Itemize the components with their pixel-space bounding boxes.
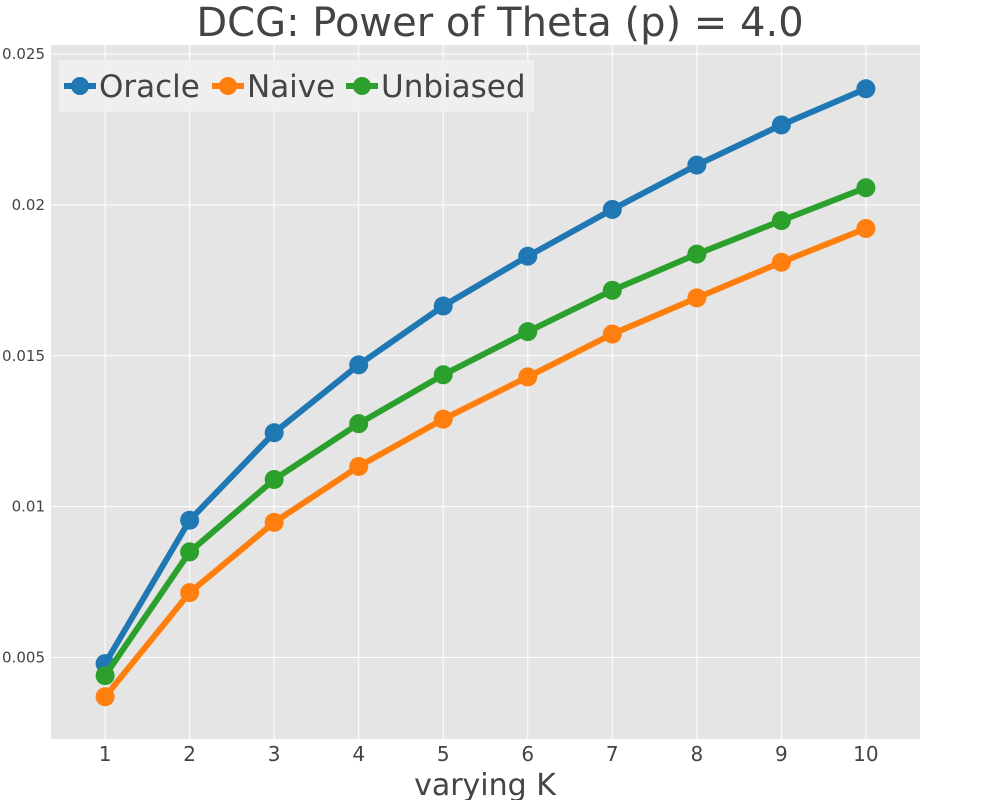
x-tick-label: 7 (606, 742, 619, 766)
data-point-naive[interactable] (95, 687, 115, 707)
x-axis-ticks: 1 2 3 4 5 6 7 8 9 10 (99, 742, 879, 766)
data-point-naive[interactable] (602, 324, 622, 344)
data-point-naive[interactable] (180, 583, 200, 603)
x-tick-label: 9 (775, 742, 788, 766)
data-point-naive[interactable] (433, 409, 453, 429)
data-point-unbiased[interactable] (180, 542, 200, 562)
legend-item-oracle[interactable]: Oracle (64, 69, 200, 105)
data-point-naive[interactable] (518, 367, 538, 387)
data-point-naive[interactable] (687, 288, 707, 308)
x-tick-label: 3 (268, 742, 281, 766)
legend[interactable]: Oracle Naive Unbiased (59, 60, 534, 112)
data-point-oracle[interactable] (687, 155, 707, 175)
series-unbiased (95, 178, 876, 686)
data-point-oracle[interactable] (264, 423, 284, 443)
data-point-unbiased[interactable] (349, 414, 369, 434)
y-tick-label: 0.02 (12, 196, 45, 214)
series-line-unbiased (102, 184, 867, 678)
y-tick-label: 0.015 (2, 347, 45, 365)
plot-background (51, 45, 920, 739)
y-axis-ticks: 0.005 0.01 0.015 0.02 0.025 (2, 45, 45, 666)
legend-label-naive: Naive (247, 69, 335, 105)
data-point-naive[interactable] (264, 512, 284, 532)
legend-swatch-marker-oracle (71, 77, 89, 95)
legend-box (59, 60, 534, 112)
x-tick-label: 5 (437, 742, 450, 766)
data-point-unbiased[interactable] (771, 211, 791, 231)
data-point-unbiased[interactable] (687, 244, 707, 264)
data-point-unbiased[interactable] (602, 280, 622, 300)
data-point-unbiased[interactable] (856, 178, 876, 198)
y-tick-label: 0.01 (12, 498, 45, 516)
series-naive (95, 218, 876, 707)
x-axis-label: varying K (414, 768, 557, 800)
data-point-unbiased[interactable] (264, 470, 284, 490)
x-tick-label: 10 (853, 742, 878, 766)
series-line-naive (102, 225, 868, 699)
data-point-oracle[interactable] (856, 79, 876, 99)
x-tick-label: 2 (183, 742, 196, 766)
data-point-oracle[interactable] (771, 115, 791, 135)
data-point-unbiased[interactable] (518, 322, 538, 342)
legend-item-naive[interactable]: Naive (212, 69, 335, 105)
y-tick-label: 0.025 (2, 45, 45, 63)
data-point-unbiased[interactable] (433, 365, 453, 385)
data-point-naive[interactable] (349, 457, 369, 477)
y-tick-label: 0.005 (2, 649, 45, 667)
legend-label-oracle: Oracle (99, 69, 200, 105)
x-tick-label: 6 (521, 742, 534, 766)
legend-label-unbiased: Unbiased (381, 69, 526, 105)
data-point-oracle[interactable] (349, 355, 369, 375)
series-layer (95, 79, 876, 707)
data-point-oracle[interactable] (180, 510, 200, 530)
data-point-unbiased[interactable] (95, 666, 115, 686)
series-line-oracle (102, 85, 868, 666)
data-point-oracle[interactable] (518, 246, 538, 266)
chart-title: DCG: Power of Theta (p) = 4.0 (196, 0, 803, 46)
x-tick-label: 8 (690, 742, 703, 766)
data-point-oracle[interactable] (433, 296, 453, 316)
legend-swatch-marker-naive (219, 77, 237, 95)
data-point-oracle[interactable] (602, 199, 622, 219)
x-tick-label: 1 (99, 742, 112, 766)
data-point-naive[interactable] (856, 218, 876, 238)
x-tick-label: 4 (352, 742, 365, 766)
legend-swatch-marker-unbiased (353, 77, 371, 95)
legend-item-unbiased[interactable]: Unbiased (346, 69, 526, 105)
data-point-naive[interactable] (771, 252, 791, 272)
x-gridlines (104, 45, 867, 739)
